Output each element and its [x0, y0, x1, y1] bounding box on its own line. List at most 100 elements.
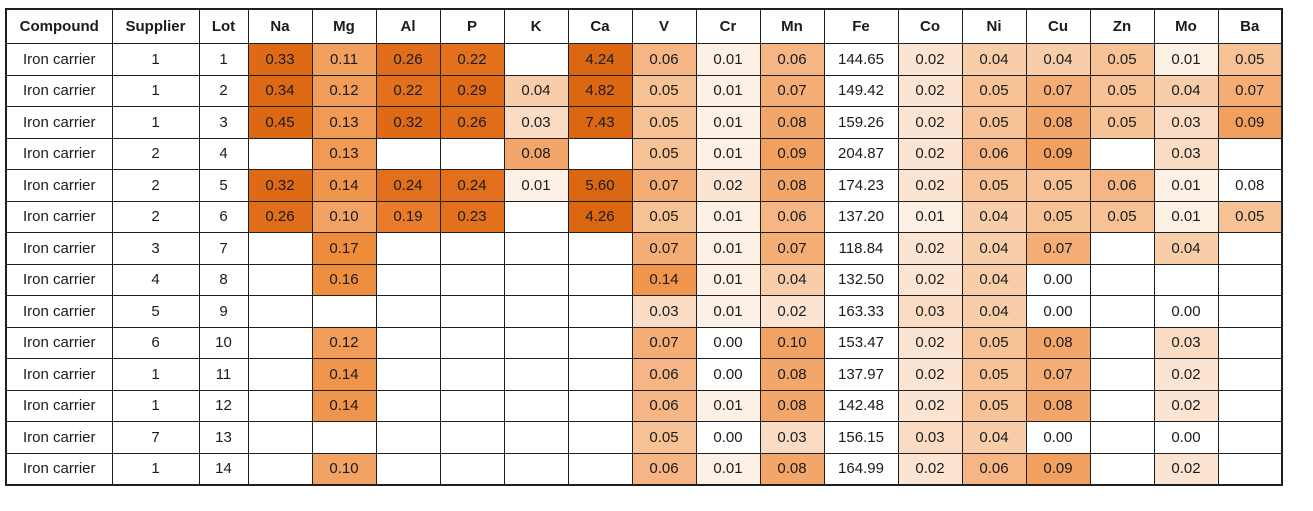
cell-ni: 0.04 [961, 200, 1027, 233]
cell-v: 0.07 [631, 169, 697, 202]
cell-co: 0.02 [897, 358, 963, 391]
cell-fe: 153.47 [823, 326, 899, 359]
cell-cu: 0.05 [1025, 200, 1091, 233]
cell-mg: 0.14 [311, 169, 377, 202]
cell-mn: 0.08 [759, 358, 825, 391]
cell-ba [1217, 358, 1283, 391]
cell-cr: 0.00 [695, 358, 761, 391]
cell-mo [1153, 263, 1219, 296]
cell-ni: 0.05 [961, 74, 1027, 107]
cell-al [375, 452, 441, 486]
cell-p [439, 232, 505, 265]
cell-lot: 13 [198, 421, 249, 454]
cell-ca: 4.24 [567, 43, 633, 76]
cell-lot: 14 [198, 452, 249, 486]
table-row: Iron carrier 5 9 0.03 0.01 0.02 163.33 0.03 0.04… [5, 295, 1283, 328]
column-header-zn: Zn [1089, 8, 1155, 44]
table-row: Iron carrier 6 10 0.12 0.07 0.00 0.10 153.47 0.0… [5, 326, 1283, 359]
cell-k [503, 389, 569, 422]
cell-compound: Iron carrier [5, 169, 113, 202]
cell-mo: 0.04 [1153, 232, 1219, 265]
cell-na [247, 295, 313, 328]
cell-zn [1089, 326, 1155, 359]
cell-mn: 0.02 [759, 295, 825, 328]
cell-ca: 4.26 [567, 200, 633, 233]
cell-mn: 0.04 [759, 263, 825, 296]
cell-ca: 7.43 [567, 106, 633, 139]
table-header: Compound Supplier Lot Na Mg Al P K Ca V Cr Mn Fe Co Ni… [5, 8, 1283, 44]
cell-mg: 0.13 [311, 106, 377, 139]
cell-cu: 0.09 [1025, 452, 1091, 486]
table-row: Iron carrier 1 11 0.14 0.06 0.00 0.08 137.97 0.0… [5, 358, 1283, 391]
cell-supplier: 2 [111, 137, 200, 170]
cell-k [503, 263, 569, 296]
cell-ni: 0.04 [961, 295, 1027, 328]
column-header-v: V [631, 8, 697, 44]
cell-ca [567, 358, 633, 391]
cell-mo: 0.04 [1153, 74, 1219, 107]
cell-mg: 0.17 [311, 232, 377, 265]
cell-cr: 0.01 [695, 263, 761, 296]
cell-al [375, 137, 441, 170]
cell-al: 0.19 [375, 200, 441, 233]
cell-ni: 0.05 [961, 389, 1027, 422]
cell-compound: Iron carrier [5, 358, 113, 391]
cell-v: 0.14 [631, 263, 697, 296]
column-header-al: Al [375, 8, 441, 44]
cell-ba: 0.09 [1217, 106, 1283, 139]
cell-mo: 0.00 [1153, 421, 1219, 454]
cell-cr: 0.01 [695, 200, 761, 233]
cell-p [439, 358, 505, 391]
cell-cr: 0.02 [695, 169, 761, 202]
column-header-cr: Cr [695, 8, 761, 44]
cell-p: 0.26 [439, 106, 505, 139]
column-header-supplier: Supplier [111, 8, 200, 44]
cell-mo: 0.03 [1153, 137, 1219, 170]
cell-fe: 204.87 [823, 137, 899, 170]
cell-al [375, 263, 441, 296]
table-row: Iron carrier 1 2 0.34 0.12 0.22 0.29 0.04 4.82 0.… [5, 74, 1283, 107]
cell-co: 0.01 [897, 200, 963, 233]
cell-co: 0.02 [897, 106, 963, 139]
cell-al [375, 358, 441, 391]
cell-p [439, 263, 505, 296]
column-header-mn: Mn [759, 8, 825, 44]
cell-co: 0.02 [897, 74, 963, 107]
cell-ni: 0.04 [961, 263, 1027, 296]
cell-cu: 0.00 [1025, 295, 1091, 328]
cell-ba: 0.05 [1217, 43, 1283, 76]
cell-supplier: 1 [111, 452, 200, 486]
cell-lot: 1 [198, 43, 249, 76]
cell-cr: 0.01 [695, 106, 761, 139]
cell-ca [567, 232, 633, 265]
table-row: Iron carrier 1 12 0.14 0.06 0.01 0.08 142.48 0.0… [5, 389, 1283, 422]
cell-zn [1089, 358, 1155, 391]
cell-co: 0.02 [897, 326, 963, 359]
column-header-na: Na [247, 8, 313, 44]
cell-cr: 0.01 [695, 295, 761, 328]
cell-lot: 9 [198, 295, 249, 328]
cell-k: 0.04 [503, 74, 569, 107]
cell-ni: 0.04 [961, 43, 1027, 76]
cell-mo: 0.00 [1153, 295, 1219, 328]
cell-p [439, 295, 505, 328]
cell-mg: 0.13 [311, 137, 377, 170]
cell-cr: 0.01 [695, 137, 761, 170]
cell-v: 0.05 [631, 74, 697, 107]
cell-al: 0.24 [375, 169, 441, 202]
cell-cr: 0.01 [695, 389, 761, 422]
cell-al [375, 295, 441, 328]
cell-al [375, 389, 441, 422]
cell-ca [567, 295, 633, 328]
table-row: Iron carrier 1 14 0.10 0.06 0.01 0.08 164.99 0.0… [5, 452, 1283, 486]
cell-na: 0.33 [247, 43, 313, 76]
cell-mg: 0.16 [311, 263, 377, 296]
cell-ni: 0.06 [961, 137, 1027, 170]
cell-v: 0.05 [631, 106, 697, 139]
cell-zn: 0.05 [1089, 200, 1155, 233]
cell-ba: 0.07 [1217, 74, 1283, 107]
cell-ni: 0.05 [961, 169, 1027, 202]
cell-zn: 0.05 [1089, 43, 1155, 76]
column-header-ni: Ni [961, 8, 1027, 44]
cell-na [247, 421, 313, 454]
